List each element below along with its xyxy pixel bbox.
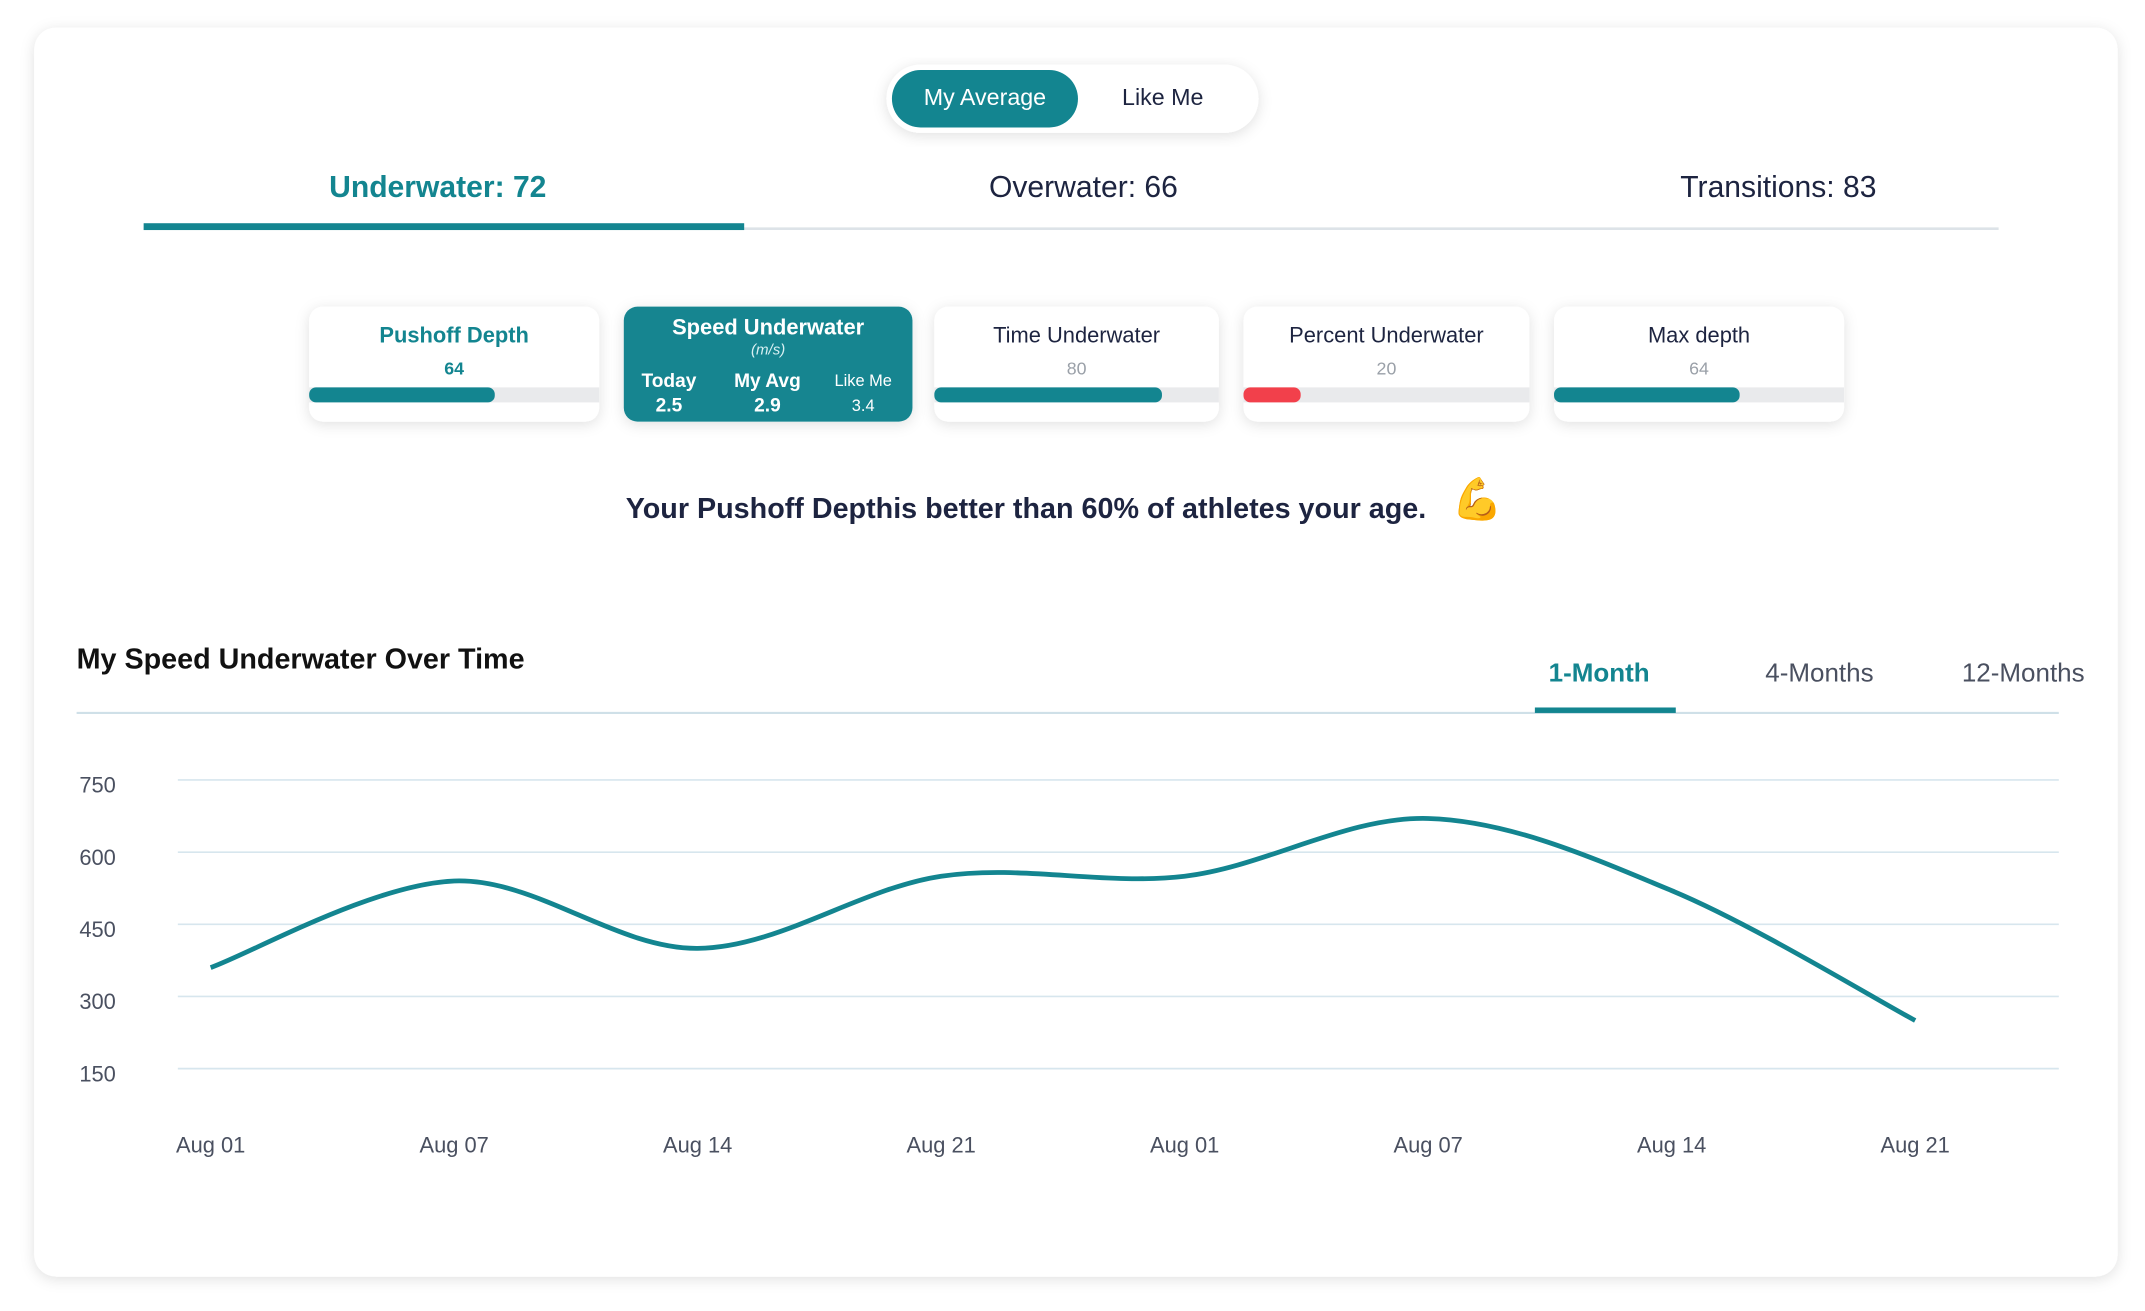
y-tick-label: 150	[79, 1061, 115, 1086]
x-tick-label: Aug 01	[1150, 1132, 1219, 1157]
tab-underline	[143, 223, 745, 231]
toggle-option[interactable]: Like Me	[1122, 84, 1203, 110]
x-tick-label: Aug 21	[907, 1132, 976, 1157]
y-tick-label: 450	[79, 917, 115, 942]
message: Your Pushoff Depthis better than 60% of …	[626, 493, 1427, 525]
stat-label: My Avg	[734, 371, 801, 392]
chart-title: My Speed Underwater Over Time	[77, 644, 525, 676]
range-tab[interactable]: 1-Month	[1549, 658, 1650, 688]
x-tick-label: Aug 14	[663, 1132, 732, 1157]
y-tick-label: 300	[79, 989, 115, 1014]
progress-bar	[1554, 387, 1740, 403]
range-tab[interactable]: 4-Months	[1765, 658, 1873, 688]
stat-value: 2.9	[754, 396, 781, 417]
progress-bar	[934, 387, 1162, 403]
card-title: Pushoff Depth	[379, 323, 528, 348]
card-value: 20	[1377, 358, 1397, 378]
x-tick-label: Aug 07	[1394, 1132, 1463, 1157]
card-title: Time Underwater	[993, 323, 1160, 348]
emoji: 💪	[1452, 475, 1503, 522]
card-value: 64	[1689, 358, 1709, 378]
card-unit: (m/s)	[751, 341, 785, 358]
progress-bar	[309, 387, 495, 403]
card-title: Percent Underwater	[1289, 323, 1484, 348]
toggle-option[interactable]: My Average	[924, 84, 1046, 110]
tab[interactable]: Underwater: 72	[329, 171, 546, 204]
y-tick-label: 600	[79, 845, 115, 870]
x-tick-label: Aug 07	[419, 1132, 488, 1157]
progress-track	[1243, 387, 1530, 403]
progress-bar	[1243, 387, 1301, 403]
toggle-active	[891, 70, 1078, 128]
line-series	[209, 816, 1917, 1023]
y-tick-label: 750	[79, 773, 115, 798]
tab[interactable]: Overwater: 66	[989, 171, 1178, 204]
card[interactable]	[623, 306, 913, 422]
card-value: 80	[1067, 358, 1087, 378]
card-title: Max depth	[1648, 323, 1750, 348]
card-value: 64	[444, 358, 464, 378]
x-tick-label: Aug 01	[176, 1132, 245, 1157]
stat-value: 3.4	[852, 397, 875, 415]
tab[interactable]: Transitions: 83	[1680, 171, 1876, 204]
range-underline	[1534, 707, 1676, 713]
x-tick-label: Aug 21	[1881, 1132, 1950, 1157]
x-tick-label: Aug 14	[1637, 1132, 1706, 1157]
card-title: Speed Underwater	[672, 314, 865, 339]
stat-label: Like Me	[834, 372, 891, 390]
range-tab[interactable]: 12-Months	[1962, 658, 2085, 688]
stat-label: Today	[641, 371, 696, 392]
stat-value: 2.5	[656, 396, 683, 417]
